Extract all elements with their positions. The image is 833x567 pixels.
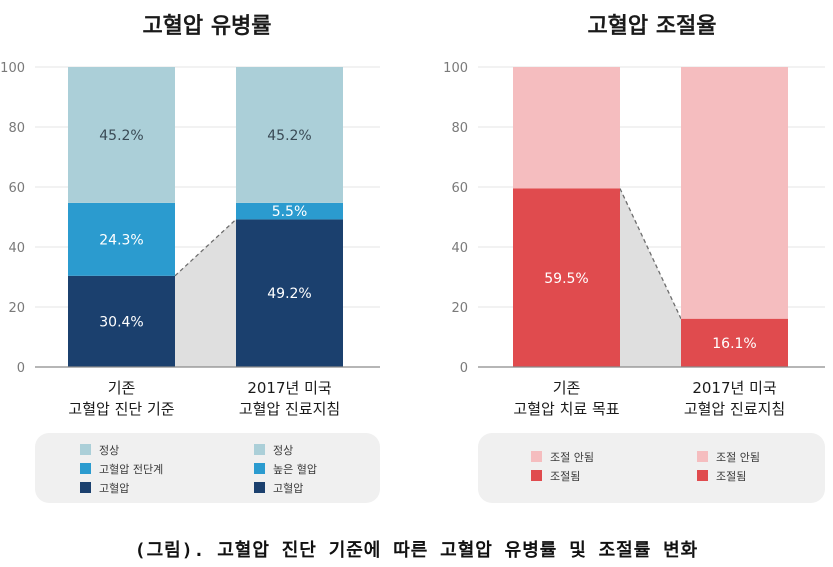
chart-1-data-label: 45.2%	[267, 128, 311, 144]
chart-2-legend-label: 조절됨	[716, 470, 746, 483]
chart-1-y-tick-label: 20	[8, 301, 25, 316]
chart-1-y-tick-label: 0	[17, 361, 25, 376]
chart-1-bar-1-segment	[68, 202, 175, 276]
chart-2-y-tick-label: 0	[460, 361, 468, 376]
chart-1-legend-swatch	[80, 482, 91, 493]
chart-1-bar-1-segment	[68, 67, 175, 203]
chart-1-legend-label: 정상	[99, 444, 119, 457]
chart-1-data-label: 30.4%	[99, 314, 143, 330]
chart-1-x-tick-label: 기존	[108, 379, 136, 397]
chart-2-bar-1-segment	[513, 67, 620, 189]
chart-1-legend-swatch	[254, 482, 265, 493]
chart-1-bar-2-segment	[236, 202, 343, 220]
chart-2-legend-box	[478, 433, 825, 503]
chart-2-bar-2-segment	[681, 67, 788, 319]
chart-1-x-tick-label: 고혈압 진단 기준	[68, 400, 174, 418]
chart-1-y-tick-label: 60	[8, 181, 25, 196]
chart-2-x-tick-label: 2017년 미국	[692, 379, 777, 397]
chart-1-x-tick-label: 고혈압 진료지침	[239, 400, 340, 418]
chart-2-title: 고혈압 조절율	[587, 14, 716, 39]
chart-2-x-tick-label: 기존	[553, 379, 581, 397]
figure-caption: (그림). 고혈압 진단 기준에 따른 고혈압 유병률 및 조절률 변화	[134, 540, 699, 561]
chart-2-y-tick-label: 20	[451, 301, 468, 316]
chart-1-data-label: 24.3%	[99, 232, 143, 248]
chart-2-legend-swatch	[697, 470, 708, 481]
chart-2-x-tick-label: 고혈압 치료 목표	[513, 400, 619, 418]
chart-1-bar-2-segment	[236, 219, 343, 367]
chart-2-legend-label: 조절 안됨	[550, 451, 594, 464]
chart-1-x-tick-label: 2017년 미국	[247, 379, 332, 397]
chart-1-data-label: 5.5%	[272, 204, 308, 220]
chart-2-bar-2-segment	[681, 318, 788, 367]
chart-2-legend-label: 조절 안됨	[716, 451, 760, 464]
chart-1-bar-1-segment	[68, 275, 175, 367]
chart-1-legend-swatch	[254, 444, 265, 455]
chart-2-y-tick-label: 80	[451, 121, 468, 136]
chart-2-connector-area	[620, 188, 681, 367]
chart-1-y-tick-label: 80	[8, 121, 25, 136]
chart-1-legend-label: 정상	[273, 444, 293, 457]
chart-1-legend-swatch	[254, 463, 265, 474]
chart-2-legend-swatch	[531, 451, 542, 462]
chart-2-legend-label: 조절됨	[550, 470, 580, 483]
chart-2-data-label: 59.5%	[544, 271, 588, 287]
chart-1-y-tick-label: 40	[8, 241, 25, 256]
chart-1-y-tick-label: 100	[0, 61, 25, 76]
chart-1-bar-2-segment	[236, 67, 343, 203]
chart-1-legend-label: 고혈압 전단계	[99, 462, 163, 476]
chart-1-title: 고혈압 유병률	[142, 14, 271, 39]
chart-2-y-tick-label: 60	[451, 181, 468, 196]
chart-2-connector-line	[619, 188, 682, 319]
chart-2-legend-swatch	[697, 451, 708, 462]
chart-1-legend-swatch	[80, 444, 91, 455]
chart-1-legend-box	[35, 433, 380, 503]
chart-1-legend-label: 높은 혈압	[273, 462, 317, 476]
chart-2-y-tick-label: 40	[451, 241, 468, 256]
chart-1-data-label: 45.2%	[99, 128, 143, 144]
chart-1-legend-label: 고혈압	[99, 481, 129, 495]
chart-2-legend-swatch	[531, 470, 542, 481]
chart-2-y-tick-label: 100	[443, 61, 468, 76]
chart-2-bar-1-segment	[513, 188, 620, 367]
chart-1-legend-swatch	[80, 463, 91, 474]
chart-1-data-label: 49.2%	[267, 286, 311, 302]
chart-1-connector-area	[175, 219, 236, 367]
chart-2-data-label: 16.1%	[712, 336, 756, 352]
chart-1-legend-label: 고혈압	[273, 481, 303, 495]
charts-canvas: 고혈압 유병률02040608010030.4%24.3%45.2%기존고혈압 …	[0, 14, 825, 503]
chart-2-x-tick-label: 고혈압 진료지침	[684, 400, 785, 418]
